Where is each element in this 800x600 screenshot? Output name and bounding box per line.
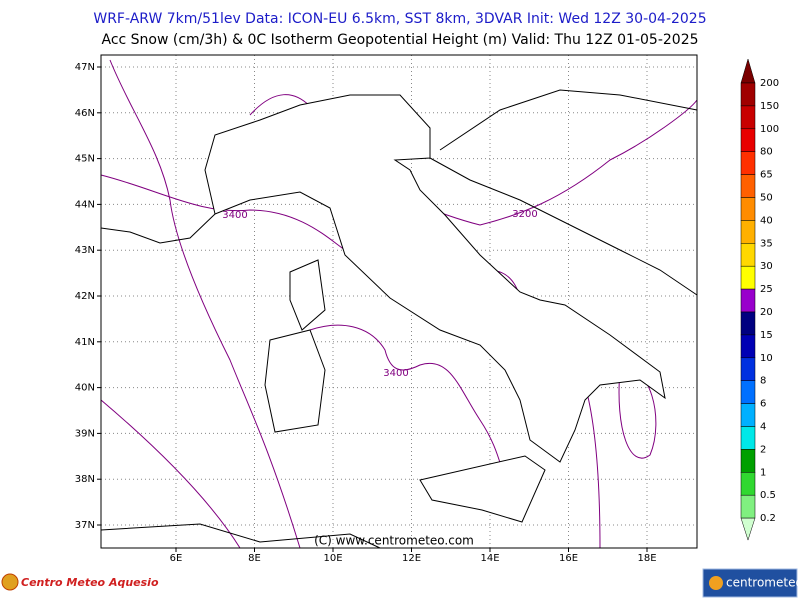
contour-label: 3400 — [222, 210, 247, 221]
italy — [204, 94, 666, 463]
lon-label: 10E — [323, 553, 342, 564]
colorbar-segment — [740, 197, 756, 221]
colorbar-label: 15 — [760, 330, 773, 341]
colorbar-label: 200 — [760, 78, 779, 89]
colorbar-label: 40 — [760, 215, 773, 226]
colorbar-segment — [740, 174, 756, 198]
lat-label: 39N — [75, 428, 95, 439]
contour — [109, 59, 301, 549]
header-line2: Acc Snow (cm/3h) & 0C Isotherm Geopotent… — [101, 32, 698, 48]
colorbar-segment — [740, 334, 756, 359]
colorbar-label: 0.5 — [760, 490, 776, 501]
lat-label: 44N — [75, 199, 95, 210]
logo-text: Centro Meteo Aquesio — [21, 576, 159, 589]
left-logo: Centro Meteo Aquesio — [1, 573, 159, 591]
colorbar-segment — [740, 265, 756, 290]
sardinia — [264, 329, 326, 433]
lon-label: 14E — [480, 553, 499, 564]
colorbar-segment — [740, 357, 756, 381]
lon-label: 6E — [170, 553, 183, 564]
colorbar-label: 65 — [760, 170, 773, 181]
lon-label: 16E — [559, 553, 578, 564]
colorbar-segment — [740, 128, 756, 152]
colorbar-label: 35 — [760, 238, 773, 249]
colorbar-segment — [740, 105, 756, 130]
colorbar-arrow — [740, 58, 756, 84]
colorbar-label: 8 — [760, 376, 766, 387]
coastline — [100, 523, 381, 549]
lat-label: 40N — [75, 383, 95, 394]
lat-label: 46N — [75, 108, 95, 119]
colorbar-segment — [740, 472, 756, 496]
lon-label: 8E — [248, 553, 261, 564]
right-logo: centrometeo — [702, 568, 800, 598]
colorbar-label: 100 — [760, 124, 779, 135]
colorbar-segment — [740, 220, 756, 244]
logo-icon — [1, 573, 19, 591]
colorbar-label: 2 — [760, 444, 766, 455]
colorbar-label: 10 — [760, 353, 773, 364]
colorbar-segment — [740, 380, 756, 404]
colorbar-segment — [740, 494, 756, 519]
colorbar-label: 25 — [760, 284, 773, 295]
colorbar-segment — [740, 426, 756, 450]
contour-label: 3200 — [512, 209, 537, 220]
colorbar-segment — [740, 311, 756, 336]
map: 3400 3200 3400 (C) www.centrometeo.com — [97, 54, 698, 552]
colorbar-label: 80 — [760, 147, 773, 158]
colorbar: 200 150 100 80 65 50 40 35 30 25 20 15 10 8 6 4 2 1 0.5 0.2 — [740, 58, 779, 541]
contour-label: 3400 — [383, 368, 408, 379]
credit: (C) www.centrometeo.com — [314, 534, 474, 548]
colorbar-label: 6 — [760, 399, 766, 410]
map-frame — [100, 54, 698, 549]
colorbar-segment — [740, 449, 756, 473]
lon-label: 18E — [637, 553, 656, 564]
colorbar-label: 50 — [760, 193, 773, 204]
lat-label: 42N — [75, 291, 95, 302]
coastline — [100, 213, 216, 244]
colorbar-segment — [740, 403, 756, 427]
coastline — [429, 157, 698, 296]
colorbar-segment — [740, 82, 756, 107]
colorbar-arrow — [740, 517, 756, 541]
contour — [100, 399, 241, 549]
sicily — [419, 455, 546, 523]
colorbar-label: 30 — [760, 261, 773, 272]
lat-label: 37N — [75, 520, 95, 531]
lat-label: 47N — [75, 62, 95, 73]
colorbar-label: 0.2 — [760, 513, 776, 524]
contour — [100, 174, 346, 251]
logo-text: centrometeo — [726, 576, 800, 590]
logo-icon — [709, 576, 723, 590]
colorbar-label: 150 — [760, 101, 779, 112]
colorbar-segment — [740, 288, 756, 313]
lat-label: 43N — [75, 245, 95, 256]
lat-label: 41N — [75, 337, 95, 348]
colorbar-segment — [740, 243, 756, 267]
contour — [309, 324, 511, 491]
colorbar-label: 1 — [760, 467, 766, 478]
corsica — [289, 259, 326, 331]
colorbar-label: 20 — [760, 307, 773, 318]
colorbar-label: 4 — [760, 422, 766, 433]
colorbar-segment — [740, 151, 756, 175]
lat-label: 45N — [75, 154, 95, 165]
lat-label: 38N — [75, 474, 95, 485]
header-line1: WRF-ARW 7km/51lev Data: ICON-EU 6.5km, S… — [93, 11, 706, 27]
lon-label: 12E — [402, 553, 421, 564]
border — [439, 89, 698, 151]
